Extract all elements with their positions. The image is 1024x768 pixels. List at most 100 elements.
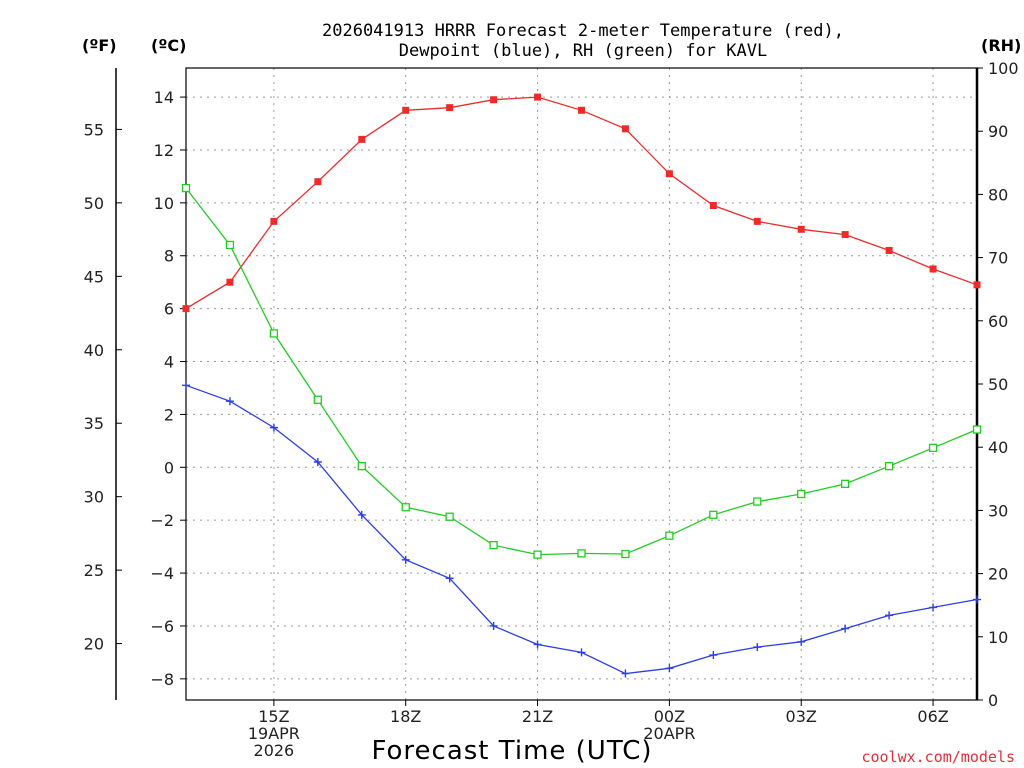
celsius-tick-label: 10 bbox=[154, 194, 174, 213]
dewpoint-point bbox=[841, 624, 850, 633]
celsius-tick-label: 4 bbox=[164, 353, 174, 372]
temperature-point bbox=[841, 231, 849, 239]
temperature-point bbox=[314, 178, 322, 186]
rh-point bbox=[489, 541, 498, 550]
dewpoint-point bbox=[929, 603, 938, 612]
rh-point bbox=[621, 549, 630, 559]
celsius-tick-label: −2 bbox=[150, 511, 174, 530]
rh-point bbox=[445, 512, 454, 521]
grid-lines bbox=[186, 68, 977, 700]
chart-title-line-2: Dewpoint (blue), RH (green) for KAVL bbox=[399, 41, 767, 61]
rh-tick-label: 30 bbox=[988, 501, 1008, 520]
celsius-tick-label: 12 bbox=[154, 141, 174, 160]
dewpoint-point bbox=[357, 510, 366, 519]
temperature-point bbox=[929, 265, 937, 273]
temperature-point bbox=[621, 125, 629, 133]
rh-tick-label: 0 bbox=[988, 691, 998, 710]
credit-text: coolwx.com/models bbox=[861, 748, 1015, 766]
rh-tick-label: 20 bbox=[988, 565, 1008, 584]
chart-title-line-1: 2026041913 HRRR Forecast 2-meter Tempera… bbox=[322, 21, 844, 41]
rh-line bbox=[185, 187, 978, 556]
temperature-point bbox=[973, 281, 981, 289]
temperature-point bbox=[885, 246, 893, 254]
rh-point bbox=[269, 329, 279, 338]
time-tick-label: 19APR bbox=[248, 724, 300, 743]
time-tick-label: 21Z bbox=[522, 707, 553, 726]
temperature-point bbox=[226, 278, 234, 286]
rh-tick-label: 50 bbox=[988, 375, 1008, 394]
fahrenheit-tick-label: 50 bbox=[84, 194, 104, 213]
temperature-point bbox=[182, 305, 190, 313]
rh-tick-label: 90 bbox=[988, 122, 1008, 141]
rh-point bbox=[181, 183, 191, 193]
rh-point bbox=[533, 550, 542, 559]
temperature-point bbox=[709, 202, 717, 210]
x-axis-label: Forecast Time (UTC) bbox=[371, 736, 652, 766]
rh-point bbox=[577, 549, 586, 558]
dewpoint-line bbox=[185, 384, 978, 675]
dewpoint-point bbox=[753, 643, 762, 652]
temperature-point bbox=[578, 106, 585, 114]
dewpoint-point bbox=[533, 640, 542, 649]
time-tick-label: 2026 bbox=[254, 741, 295, 760]
dewpoint-point bbox=[665, 664, 674, 673]
rh-tick-label: 70 bbox=[988, 249, 1008, 268]
rh-point bbox=[928, 443, 938, 452]
dewpoint-point bbox=[445, 574, 454, 583]
rh-point bbox=[797, 489, 806, 499]
rh-tick-label: 40 bbox=[988, 438, 1008, 457]
fahrenheit-axis-ticks: 55 50 45 40 35 30 25 20 bbox=[84, 120, 122, 654]
rh-point bbox=[884, 462, 894, 471]
temperature-point bbox=[358, 135, 366, 143]
temperature-point bbox=[797, 225, 805, 233]
dewpoint-point bbox=[797, 637, 806, 646]
fahrenheit-tick-label: 55 bbox=[84, 120, 104, 139]
dewpoint-point bbox=[269, 423, 278, 432]
rh-point bbox=[357, 462, 366, 471]
dewpoint-point bbox=[401, 555, 410, 564]
rh-unit-label: (RH) bbox=[981, 36, 1021, 55]
celsius-tick-label: 0 bbox=[164, 458, 174, 477]
rh-tick-label: 100 bbox=[988, 59, 1019, 78]
temperature-point bbox=[490, 96, 498, 104]
dewpoint-point bbox=[973, 595, 981, 604]
temperature-series bbox=[182, 93, 981, 313]
rh-point bbox=[401, 503, 410, 512]
rh-point bbox=[972, 425, 982, 434]
temperature-point bbox=[402, 106, 410, 114]
time-tick-label: 18Z bbox=[390, 707, 421, 726]
time-tick-label: 03Z bbox=[786, 707, 817, 726]
rh-point bbox=[665, 531, 674, 540]
dewpoint-point bbox=[709, 651, 718, 660]
rh-point bbox=[753, 497, 762, 506]
celsius-tick-label: −6 bbox=[150, 617, 174, 636]
dewpoint-point bbox=[885, 611, 894, 620]
fahrenheit-tick-label: 35 bbox=[84, 414, 104, 433]
celsius-tick-label: 8 bbox=[164, 247, 174, 266]
series-layer bbox=[181, 93, 982, 678]
plot-frame bbox=[185, 67, 978, 701]
time-tick-label: 15Z bbox=[258, 707, 289, 726]
rh-series bbox=[181, 183, 982, 559]
celsius-tick-label: −8 bbox=[150, 670, 174, 689]
celsius-tick-label: −4 bbox=[150, 564, 174, 583]
temperature-point bbox=[446, 104, 454, 112]
rh-point bbox=[709, 510, 718, 519]
temperature-point bbox=[534, 93, 542, 101]
celsius-tick-label: 14 bbox=[154, 88, 174, 107]
celsius-tick-label: 6 bbox=[164, 300, 174, 319]
temperature-point bbox=[753, 217, 761, 225]
rh-tick-label: 10 bbox=[988, 628, 1008, 647]
dewpoint-series bbox=[182, 381, 981, 678]
rh-tick-label: 80 bbox=[988, 185, 1008, 204]
dewpoint-point bbox=[225, 397, 234, 406]
fahrenheit-tick-label: 30 bbox=[84, 488, 104, 507]
fahrenheit-tick-label: 25 bbox=[84, 561, 104, 580]
rh-point bbox=[841, 479, 850, 489]
fahrenheit-unit-label: (ºF) bbox=[82, 36, 117, 55]
temperature-point bbox=[665, 170, 673, 178]
temperature-point bbox=[270, 217, 278, 225]
dewpoint-point bbox=[621, 669, 630, 678]
